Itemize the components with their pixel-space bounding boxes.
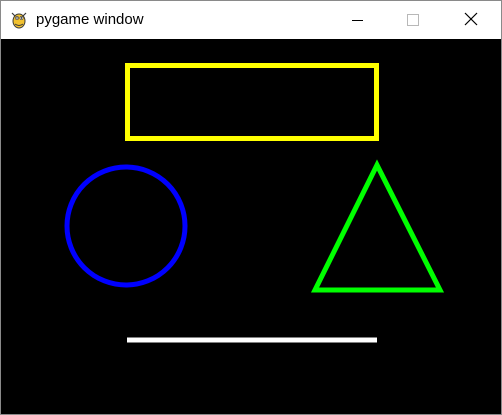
- maximize-button[interactable]: [389, 1, 435, 39]
- blue-circle: [64, 164, 188, 288]
- close-button[interactable]: [447, 1, 493, 39]
- window-title: pygame window: [36, 11, 144, 28]
- minimize-icon: [352, 20, 363, 21]
- title-bar[interactable]: pygame window: [1, 1, 501, 39]
- pygame-snake-icon: [9, 10, 29, 30]
- maximize-icon: [407, 14, 419, 26]
- close-icon: [464, 12, 478, 26]
- yellow-rectangle: [125, 63, 379, 141]
- game-canvas[interactable]: [1, 39, 501, 414]
- minimize-button[interactable]: [335, 1, 381, 39]
- green-triangle: [310, 159, 445, 293]
- drawing-surface: [64, 63, 445, 343]
